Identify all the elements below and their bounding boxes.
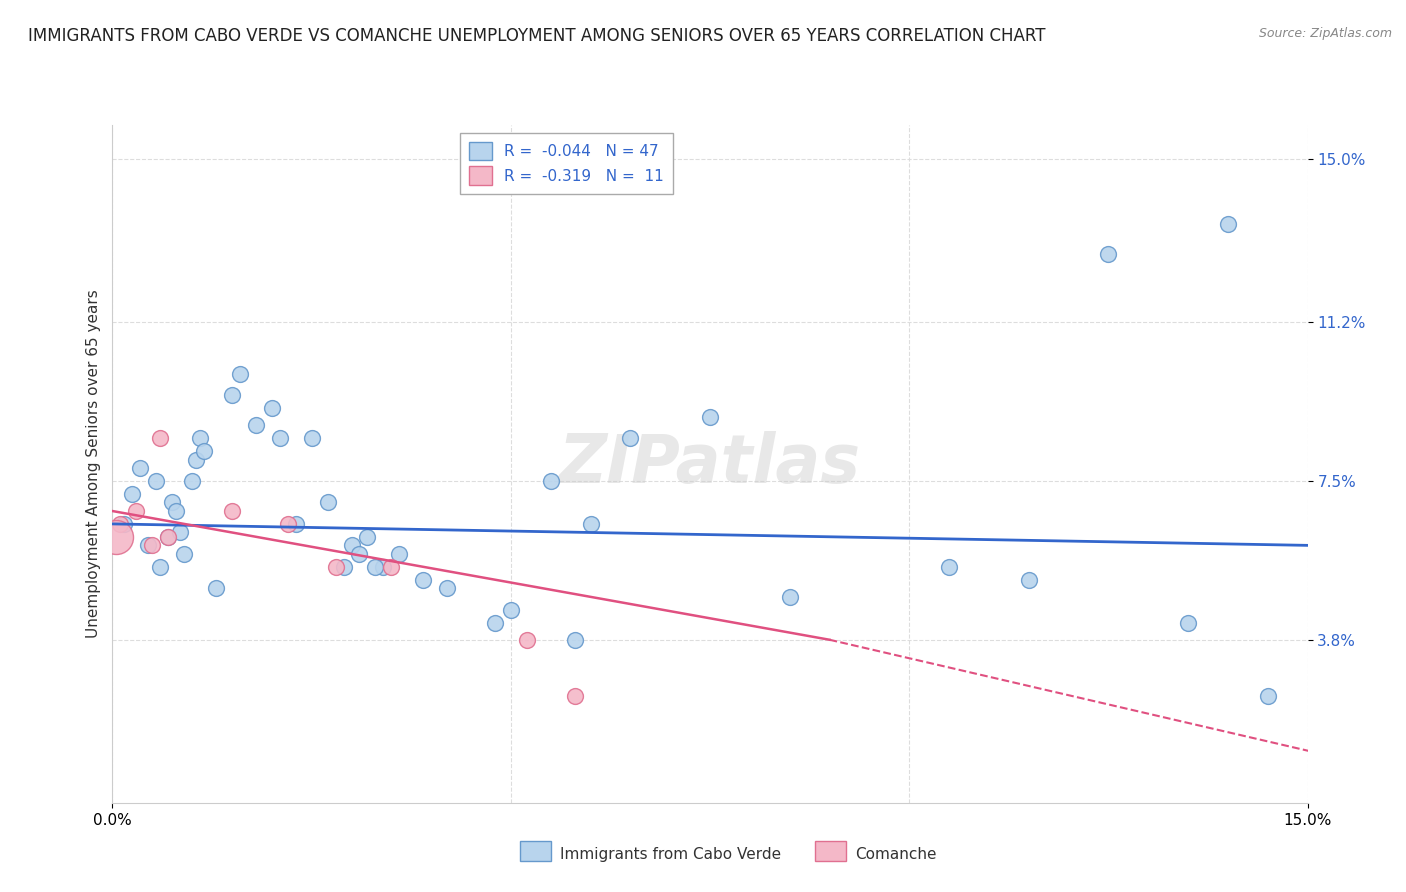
Point bbox=[325, 559, 347, 574]
Point bbox=[938, 559, 960, 574]
Point bbox=[316, 495, 339, 509]
Point bbox=[484, 615, 506, 630]
Point bbox=[579, 516, 602, 531]
Point bbox=[301, 431, 323, 445]
Point bbox=[340, 538, 363, 552]
Point bbox=[229, 367, 252, 381]
Point bbox=[110, 516, 132, 531]
Point bbox=[380, 559, 402, 574]
Point bbox=[1177, 615, 1199, 630]
Point bbox=[388, 547, 411, 561]
Point bbox=[114, 516, 135, 531]
Point bbox=[169, 525, 191, 540]
Point bbox=[1097, 246, 1119, 260]
Point bbox=[157, 530, 180, 544]
Point bbox=[260, 401, 283, 415]
Text: ZIPatlas: ZIPatlas bbox=[560, 431, 860, 497]
Point bbox=[779, 590, 801, 604]
Point bbox=[1018, 573, 1040, 587]
Point bbox=[165, 504, 187, 518]
Point bbox=[105, 530, 128, 544]
Text: IMMIGRANTS FROM CABO VERDE VS COMANCHE UNEMPLOYMENT AMONG SENIORS OVER 65 YEARS : IMMIGRANTS FROM CABO VERDE VS COMANCHE U… bbox=[28, 27, 1046, 45]
Point bbox=[221, 388, 243, 402]
Point bbox=[129, 461, 152, 475]
Point bbox=[619, 431, 641, 445]
Point bbox=[157, 530, 180, 544]
Point bbox=[1216, 217, 1239, 231]
Point bbox=[245, 418, 267, 433]
Legend: R =  -0.044   N = 47, R =  -0.319   N =  11: R = -0.044 N = 47, R = -0.319 N = 11 bbox=[460, 133, 673, 194]
Point bbox=[356, 530, 378, 544]
Point bbox=[564, 689, 586, 703]
Point bbox=[436, 581, 458, 595]
Point bbox=[364, 559, 387, 574]
Point bbox=[205, 581, 228, 595]
Point bbox=[277, 516, 299, 531]
Point bbox=[516, 632, 538, 647]
Point bbox=[138, 538, 160, 552]
Point bbox=[186, 452, 208, 467]
Point bbox=[373, 559, 395, 574]
Point bbox=[540, 474, 562, 488]
Point bbox=[181, 474, 204, 488]
Point bbox=[145, 474, 167, 488]
Point bbox=[193, 444, 215, 458]
Point bbox=[149, 431, 172, 445]
Point bbox=[332, 559, 354, 574]
Point bbox=[162, 495, 183, 509]
Y-axis label: Unemployment Among Seniors over 65 years: Unemployment Among Seniors over 65 years bbox=[86, 290, 101, 638]
Point bbox=[141, 538, 163, 552]
Point bbox=[188, 431, 211, 445]
Point bbox=[221, 504, 243, 518]
Point bbox=[499, 603, 522, 617]
Point bbox=[284, 516, 307, 531]
Point bbox=[349, 547, 371, 561]
Point bbox=[699, 409, 721, 424]
Text: Source: ZipAtlas.com: Source: ZipAtlas.com bbox=[1258, 27, 1392, 40]
Point bbox=[121, 487, 143, 501]
Point bbox=[1257, 689, 1279, 703]
Point bbox=[564, 632, 586, 647]
Point bbox=[173, 547, 195, 561]
Point bbox=[149, 559, 172, 574]
Text: Comanche: Comanche bbox=[855, 847, 936, 862]
Text: Immigrants from Cabo Verde: Immigrants from Cabo Verde bbox=[560, 847, 780, 862]
Point bbox=[269, 431, 291, 445]
Point bbox=[125, 504, 148, 518]
Point bbox=[412, 573, 434, 587]
